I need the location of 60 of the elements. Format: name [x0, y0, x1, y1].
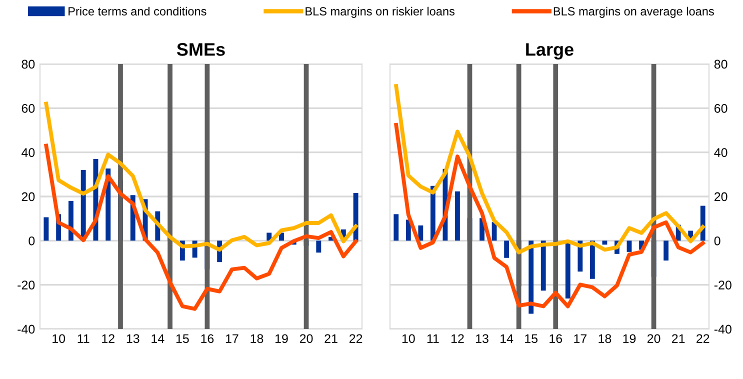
x-tick-label: 19 — [623, 334, 636, 344]
x-tick-label: 14 — [152, 334, 164, 343]
y-tick-label: 0 — [28, 236, 35, 246]
bar — [316, 240, 322, 253]
x-tick-label: 22 — [349, 334, 362, 343]
y-tick-label: 60 — [714, 104, 728, 113]
chart-title: Large — [526, 43, 574, 60]
line-series — [394, 84, 705, 254]
bar — [504, 240, 510, 258]
x-tick-label: 12 — [451, 334, 464, 343]
x-tick-label: 21 — [324, 334, 338, 343]
x-tick-label: 11 — [427, 334, 439, 343]
bar — [540, 240, 546, 291]
bar — [266, 232, 272, 241]
legend-label: BLS margins on riskier loans — [306, 6, 455, 18]
y-tick-label: 40 — [22, 148, 35, 157]
y-tick-label: 0 — [714, 236, 720, 246]
y-tick-label: -20 — [714, 280, 732, 290]
y-tick-label: 40 — [714, 148, 728, 157]
line-series — [394, 123, 705, 308]
y-tick-label: 80 — [22, 60, 35, 69]
x-tick-label: 13 — [476, 334, 488, 344]
line-series — [44, 102, 358, 252]
chart-title: SMEs — [176, 43, 225, 56]
legend-label: Price terms and conditions — [68, 6, 206, 16]
x-tick-label: 18 — [598, 334, 612, 344]
line-series — [44, 144, 358, 311]
y-tick-label: 60 — [22, 104, 35, 113]
y-tick-label: 20 — [714, 192, 728, 202]
bar — [394, 214, 399, 241]
y-tick-label: -40 — [714, 324, 732, 334]
x-tick-label: 20 — [300, 334, 313, 344]
x-tick-label: 15 — [176, 334, 189, 344]
bar — [455, 191, 460, 241]
x-tick-label: 18 — [250, 334, 264, 344]
bar — [626, 240, 632, 252]
x-tick-label: 16 — [550, 334, 562, 344]
x-tick-label: 17 — [226, 334, 238, 343]
bar — [602, 240, 608, 245]
x-tick-label: 12 — [102, 334, 114, 343]
x-tick-label: 17 — [574, 334, 586, 343]
y-tick-label: 20 — [22, 192, 35, 202]
legend-label: BLS margins on average loans — [554, 6, 714, 18]
bar — [418, 225, 424, 241]
bar — [44, 217, 49, 241]
x-tick-label: 15 — [525, 334, 538, 344]
x-tick-label: 19 — [276, 334, 288, 344]
x-tick-label: 13 — [126, 334, 140, 344]
y-tick-label: -40 — [18, 324, 35, 334]
x-tick-label: 14 — [500, 334, 514, 343]
bar — [664, 240, 669, 261]
x-tick-label: 10 — [52, 334, 66, 344]
y-tick-label: 80 — [714, 60, 728, 69]
x-tick-label: 11 — [78, 334, 90, 343]
x-tick-label: 10 — [402, 334, 415, 344]
x-tick-label: 22 — [696, 334, 710, 343]
x-tick-label: 16 — [201, 334, 214, 344]
y-tick-label: -20 — [18, 280, 35, 290]
x-tick-label: 20 — [647, 334, 660, 344]
x-tick-label: 21 — [672, 334, 685, 343]
